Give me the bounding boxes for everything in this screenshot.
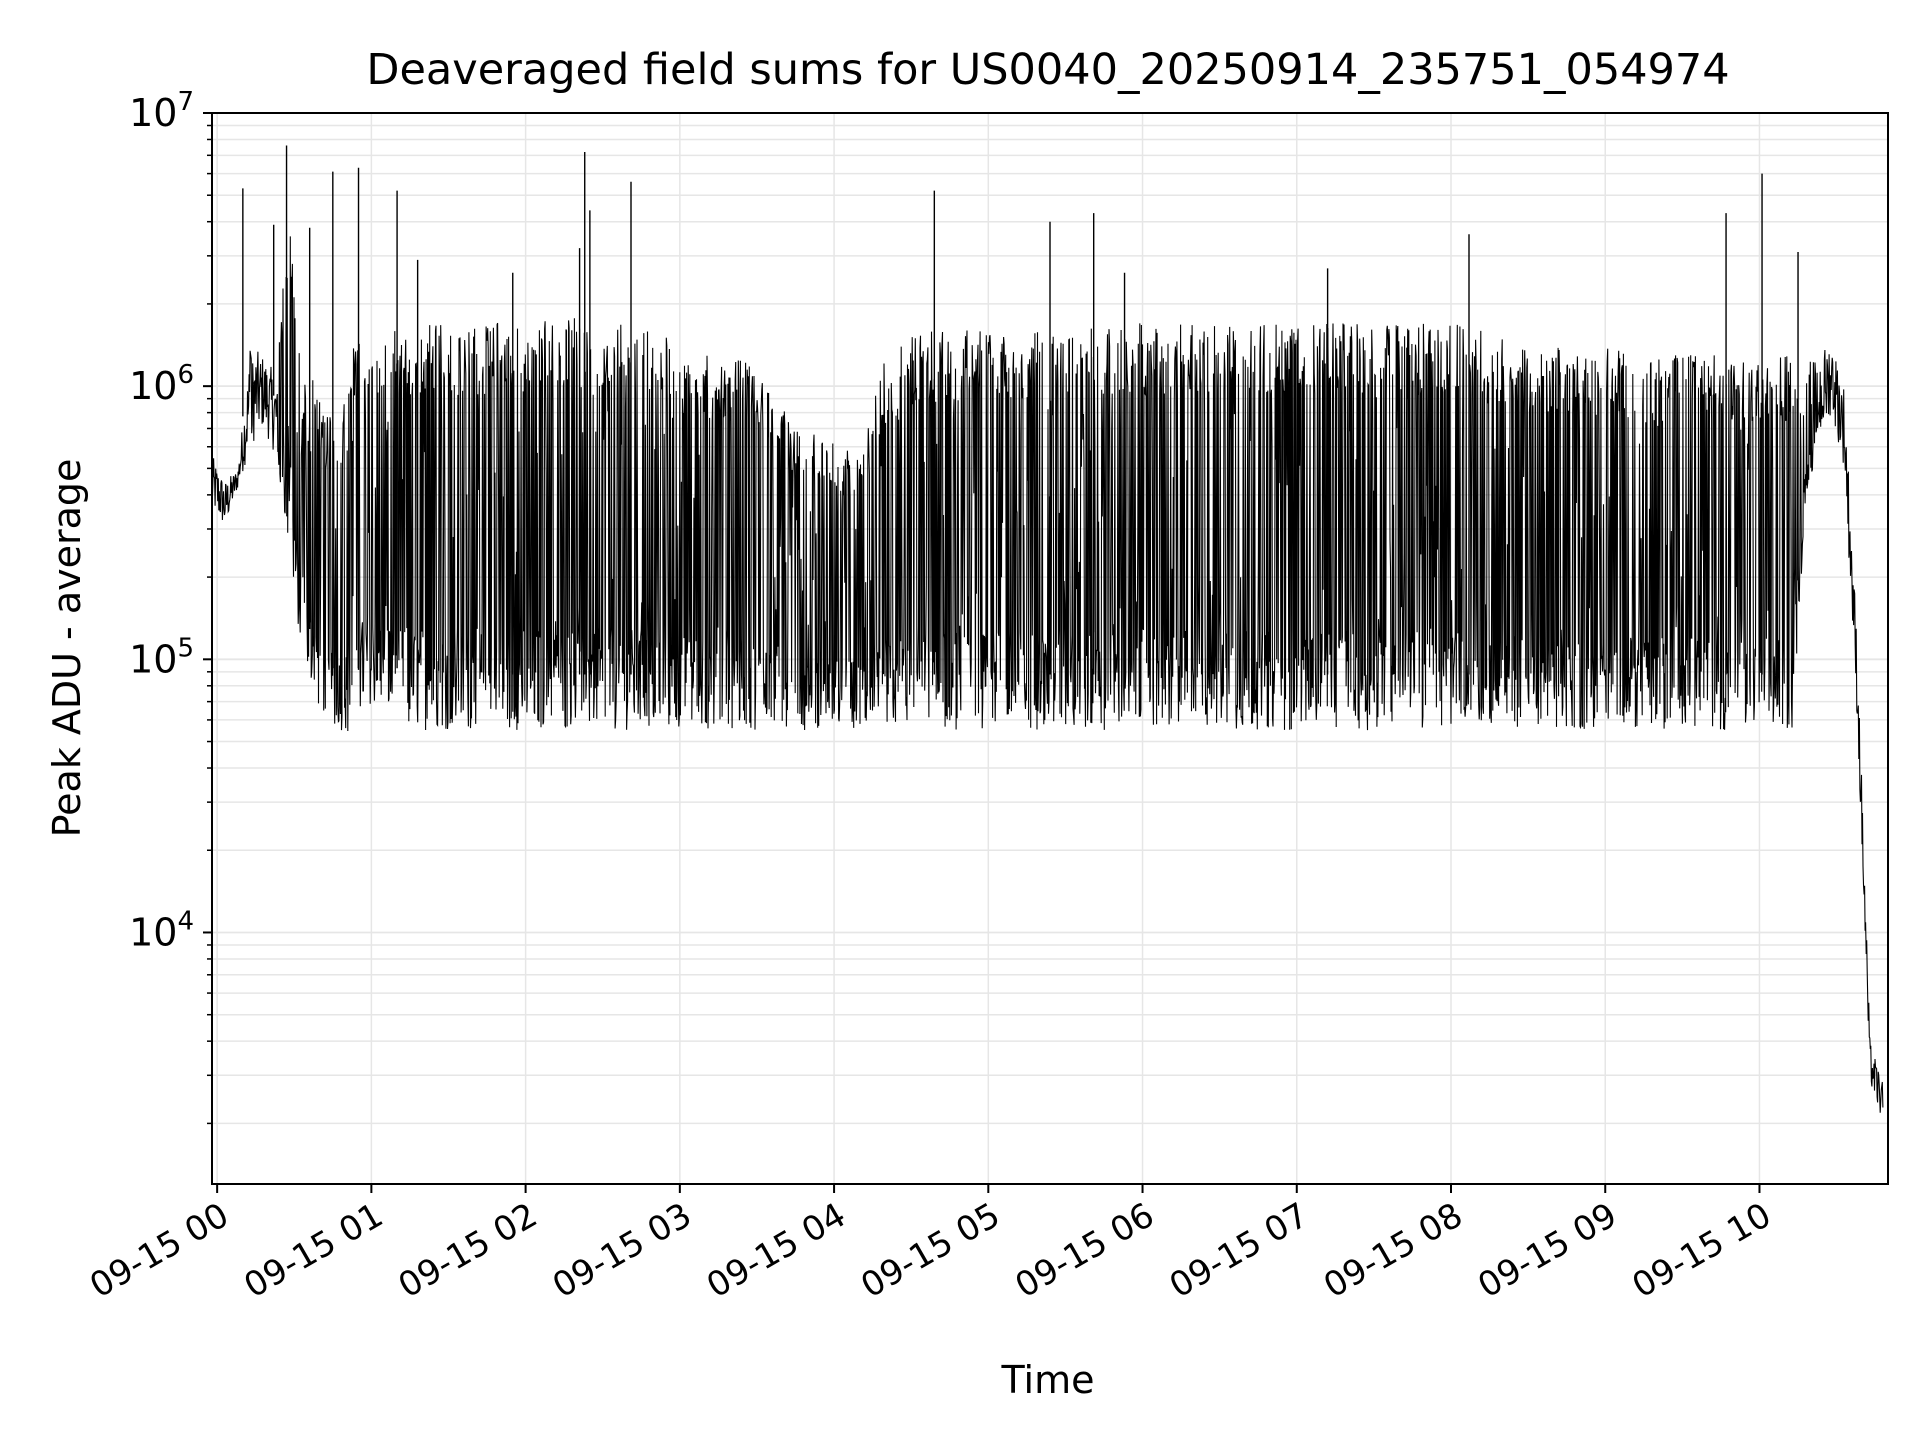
y-tick-base: 10 bbox=[129, 364, 177, 408]
grid-layer bbox=[212, 112, 1888, 1184]
series-layer bbox=[211, 145, 1884, 1113]
y-tick-label: 106 bbox=[129, 360, 194, 408]
y-axis-label: Peak ADU - average bbox=[45, 459, 89, 838]
y-tick-label: 105 bbox=[129, 633, 194, 681]
plot-area-frame bbox=[211, 112, 1889, 1185]
chart-title: Deaveraged field sums for US0040_2025091… bbox=[366, 45, 1729, 95]
y-tick-base: 10 bbox=[129, 637, 177, 681]
y-tick-base: 10 bbox=[129, 91, 177, 135]
y-tick-label: 107 bbox=[129, 87, 194, 135]
y-tick-exponent: 6 bbox=[177, 360, 194, 390]
y-tick-base: 10 bbox=[129, 910, 177, 954]
series-line bbox=[211, 236, 1884, 1113]
y-tick-label: 104 bbox=[129, 906, 194, 954]
x-axis-label: Time bbox=[1001, 1358, 1095, 1402]
y-tick-exponent: 4 bbox=[177, 906, 194, 936]
y-tick-exponent: 5 bbox=[177, 633, 194, 663]
y-tick-exponent: 7 bbox=[177, 87, 194, 117]
